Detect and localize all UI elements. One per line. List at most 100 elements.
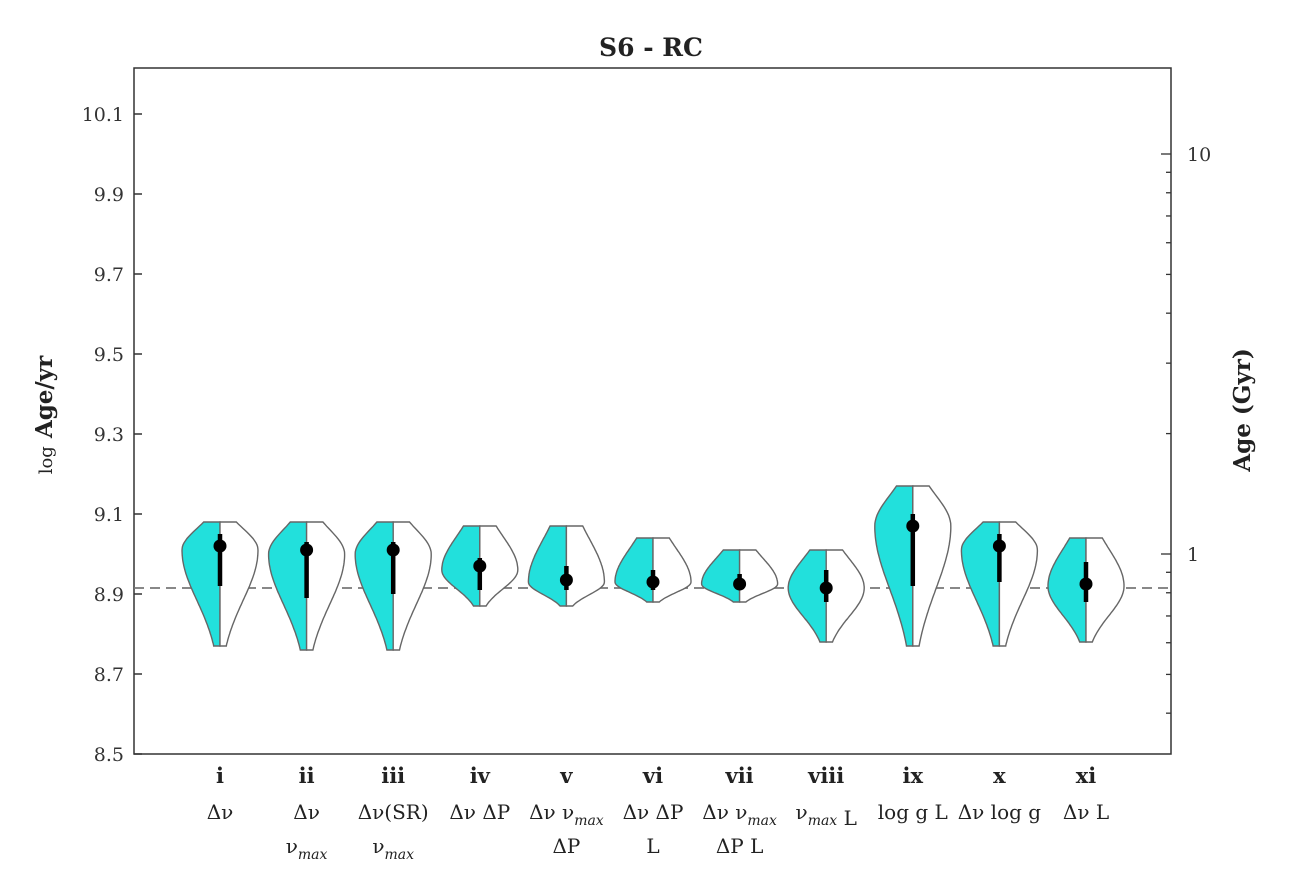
y-axis-label-main: Age/yr [31,355,58,439]
violin-right-half [305,521,346,651]
variable-text: ν [372,834,384,858]
median-point [386,543,400,557]
median-point [646,575,660,589]
x-label-ix: ix log g L [878,763,948,824]
y2-axis-ticks: 1 10 [1161,144,1211,714]
y-tick-label: 8.5 [94,744,124,766]
variable-text: Δν L [1063,800,1109,824]
median-point [473,559,487,573]
violin-vii [700,549,779,603]
violin-right-half [998,521,1039,647]
violin-iv [441,525,519,607]
y-axis-label-prefix: log [36,446,57,474]
violin-left-half [614,537,654,603]
violin-left-half [267,521,308,651]
violin-v [527,525,606,607]
violin-left-half [354,521,394,651]
y-tick-label: 9.9 [94,184,124,206]
variable-text: Δν ΔP [623,800,684,824]
chart-title: S6 - RC [599,33,703,62]
y2-tick-label: 1 [1187,544,1199,566]
median-point [1079,577,1093,591]
y-axis-label: log Age/yr [31,355,58,474]
x-category-id: ii [299,763,315,788]
x-label-v: v Δν νmax ΔP [529,763,604,858]
violin-right-half [565,525,606,607]
median-point [819,581,833,595]
variable-text: Δν [293,800,320,824]
violin-right-half [652,537,692,603]
x-category-variables: νmax [286,834,328,863]
x-category-variables: Δν νmax [702,800,777,829]
median-point [213,539,227,553]
y-axis-ticks: 8.5 8.7 8.9 9.1 9.3 9.5 9.7 9.9 10.1 [82,104,142,766]
violin-left-half [960,521,1001,647]
median-point [733,577,747,591]
x-category-variables: Δν [293,800,320,824]
variable-text: log g L [878,800,948,824]
plot-frame [133,67,1172,755]
variable-text: Δν log g [958,800,1042,824]
variable-text: Δν ν [529,800,574,824]
violin-left-half [787,549,827,643]
x-category-variables: Δν [207,800,234,824]
violins [181,485,1125,651]
variable-subscript: max [808,813,838,829]
x-category-id: vii [725,763,754,788]
variable-subscript: max [747,813,777,829]
variable-subscript: max [298,847,328,863]
violin-ix [874,485,952,647]
violin-left-half [527,525,568,607]
variable-text: ν [286,834,298,858]
x-category-id: ix [903,763,924,788]
y2-axis-label: Age (Gyr) [1229,348,1256,472]
variable-text: ν [796,800,808,824]
x-category-variables: Δν(SR) [358,800,429,824]
x-category-id: vi [642,763,663,788]
svg-text:log Age/yr: log Age/yr [31,355,58,474]
x-label-iv: iv Δν ΔP [449,763,510,824]
x-label-viii: viii νmax L [796,763,857,830]
variable-subscript: max [385,847,415,863]
y-tick-label: 8.7 [94,664,124,686]
x-label-xi: xi Δν L [1063,763,1109,824]
variable-text: ΔP L [716,834,764,858]
violin-left-half [181,521,221,647]
violin-iii [354,521,432,651]
variable-text: Δν(SR) [358,800,429,824]
violin-right-half [479,525,519,607]
y-tick-label: 10.1 [82,104,124,126]
violin-left-half [441,525,481,607]
x-category-id: x [993,763,1006,788]
x-label-x: x Δν log g [958,763,1042,824]
violin-right-half [738,549,779,603]
x-category-variables: L [646,834,659,858]
variable-text: ΔP [552,834,580,858]
x-category-variables: Δν νmax [529,800,604,829]
x-label-i: i Δν [207,763,234,824]
violin-x [960,521,1039,647]
x-category-id: v [559,763,573,788]
violin-right-half [825,549,865,643]
violin-viii [787,549,865,643]
x-category-variables: Δν L [1063,800,1109,824]
violin-left-half [1047,537,1087,643]
median-point [992,539,1006,553]
x-label-vi: vi Δν ΔP L [623,763,684,858]
median-point [300,543,314,557]
x-category-id: xi [1076,763,1097,788]
variable-text: Δν ΔP [449,800,510,824]
variable-text: L [837,806,857,830]
violin-vi [614,537,692,603]
violin-i [181,521,259,647]
x-category-variables: Δν ΔP [449,800,510,824]
y2-tick-label: 10 [1187,144,1211,166]
violin-xi [1047,537,1125,643]
x-category-id: i [216,763,224,788]
x-label-vii: vii Δν νmax ΔP L [702,763,777,858]
x-label-ii: ii Δν νmax [286,763,328,863]
x-label-iii: iii Δν(SR) νmax [358,763,429,863]
violin-left-half [700,549,741,603]
